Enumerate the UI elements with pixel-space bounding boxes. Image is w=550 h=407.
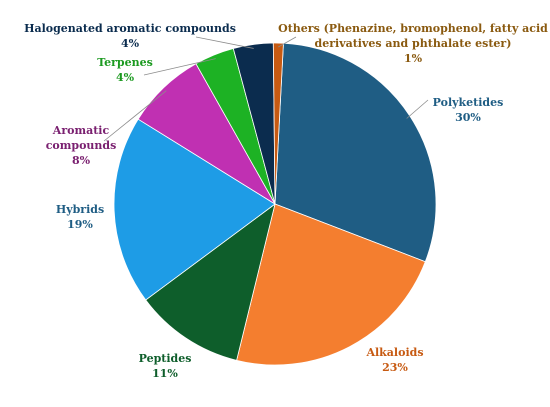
slice-label-line: Polyketides (433, 96, 504, 109)
leader-line-halogenated-aromatic-compounds (195, 36, 254, 49)
slice-label-line: 1% (404, 52, 423, 65)
slice-label-line: Aromatic (52, 124, 110, 137)
slice-label-line: Peptides (139, 352, 192, 365)
slice-label-terpenes: Terpenes 4% (97, 56, 153, 84)
slice-label-line: 30% (455, 111, 481, 124)
slice-label-line: 11% (152, 367, 178, 380)
slice-label-line: compounds (46, 139, 117, 152)
slice-peptides (145, 203, 276, 361)
pie-slices (113, 42, 437, 366)
leader-line-terpenes (143, 58, 216, 76)
slice-label-polyketides: Polyketides 30% (433, 96, 504, 124)
slice-labels: Polyketides 30% Alkaloids 23% Peptides 11% Hyb… (24, 22, 548, 380)
slice-label-aromatic-compounds: Aromatic compounds 8% (46, 124, 117, 167)
slice-label-hybrids: Hybrids 19% (56, 203, 104, 231)
leader-line-polyketides (406, 99, 429, 119)
slice-label-line: Terpenes (97, 56, 153, 69)
slice-label-halogenated-aromatic-compounds: Halogenated aromatic compounds 4% (24, 22, 236, 50)
leader-line-aromatic-compounds (103, 90, 167, 142)
slice-label-peptides: Peptides 11% (139, 352, 192, 380)
slice-label-line: Alkaloids (365, 346, 423, 359)
slice-label-line: 19% (67, 218, 93, 231)
slice-label-line: 8% (72, 154, 91, 167)
slice-label-line: 4% (116, 71, 135, 84)
slice-alkaloids (236, 203, 426, 366)
slice-label-line: Halogenated aromatic compounds (24, 22, 236, 35)
slice-polyketides (274, 42, 437, 263)
slice-others-phenazine-bromophenol-fatty-acid-derivatives-and-phthalate-ester (272, 42, 284, 205)
leader-lines (103, 36, 429, 142)
slice-label-line: 23% (382, 361, 408, 374)
slice-hybrids (113, 118, 276, 301)
slice-label-line: derivatives and phthalate ester) (315, 37, 512, 50)
leader-line-others-phenazine-bromophenol-fatty-acid-derivatives-and-phthalate-ester (278, 36, 297, 48)
slice-label-line: Hybrids (56, 203, 104, 216)
slice-label-line: 4% (121, 37, 140, 50)
slice-label-alkaloids: Alkaloids 23% (365, 346, 423, 374)
slice-label-others-phenazine-bromophenol-fatty-acid-derivatives-and-phthalate-ester: Others (Phenazine, bromophenol, fatty ac… (278, 22, 548, 65)
slice-label-line: Others (Phenazine, bromophenol, fatty ac… (278, 22, 548, 35)
